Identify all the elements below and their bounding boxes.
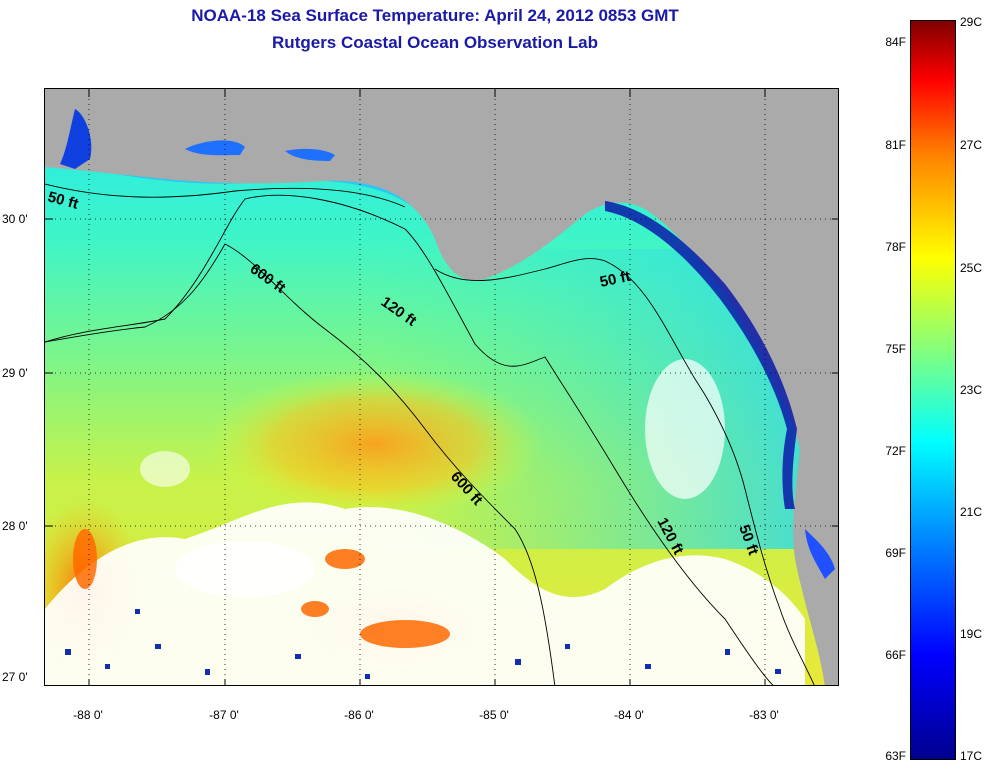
longitude-label-87: -87 0' (209, 708, 239, 722)
longitude-label-83: -83 0' (749, 708, 779, 722)
mobile-bay (60, 109, 92, 169)
colorbar-label-81f: 81F (885, 138, 906, 152)
nearshore-cold-water (605, 201, 797, 509)
colorbar-label-69f: 69F (885, 546, 906, 560)
choctawhatchee-bay (285, 148, 335, 161)
colorbar-label-75f: 75F (885, 342, 906, 356)
sst-map: 50 ft 600 ft 120 ft 50 ft 600 ft 120 ft … (44, 88, 839, 686)
colorbar-label-78f: 78F (885, 240, 906, 254)
map-subtitle: Rutgers Coastal Ocean Observation Lab (272, 33, 598, 52)
colorbar-label-23c: 23C (960, 383, 983, 397)
colorbar-label-29c: 29C (960, 15, 983, 29)
longitude-label-85: -85 0' (479, 708, 509, 722)
colorbar-label-25c: 25C (960, 261, 983, 275)
contour-50ft-west (45, 183, 406, 208)
latitude-label-27: 27 0' (2, 670, 28, 684)
contour-120ft (45, 194, 774, 685)
longitude-label-84: -84 0' (614, 708, 644, 722)
land-mass (45, 89, 838, 685)
colorbar-label-84f: 84F (885, 35, 906, 49)
warm-flecks (73, 529, 450, 648)
latitude-label-28: 28 0' (2, 519, 28, 533)
map-title: NOAA-18 Sea Surface Temperature: April 2… (191, 6, 679, 25)
colorbar-label-21c: 21C (960, 505, 983, 519)
colorbar-label-63f: 63F (885, 749, 906, 763)
longitude-label-86: -86 0' (344, 708, 374, 722)
warm-eddy (205, 369, 545, 519)
latitude-label-29: 29 0' (2, 366, 28, 380)
contour-50ft-east (434, 258, 815, 685)
frame-ticks (45, 89, 838, 685)
colorbar-label-72f: 72F (885, 444, 906, 458)
pensacola-bay (185, 140, 245, 156)
sst-map-canvas: 50 ft 600 ft 120 ft 50 ft 600 ft 120 ft … (45, 89, 838, 685)
colorbar-label-66f: 66F (885, 648, 906, 662)
depth-contours (45, 183, 815, 685)
longitude-label-88: -88 0' (73, 708, 103, 722)
colorbar-label-19c: 19C (960, 627, 983, 641)
tampa-bay (805, 529, 835, 579)
colorbar-label-17c: 17C (960, 749, 983, 763)
temperature-colorbar (910, 20, 956, 760)
cold-cloud-pixels (65, 609, 781, 679)
contour-600ft (45, 243, 556, 685)
latitude-label-30: 30 0' (2, 212, 28, 226)
colorbar-label-27c: 27C (960, 138, 983, 152)
contour-label-50ft-east: 50 ft (598, 268, 632, 291)
